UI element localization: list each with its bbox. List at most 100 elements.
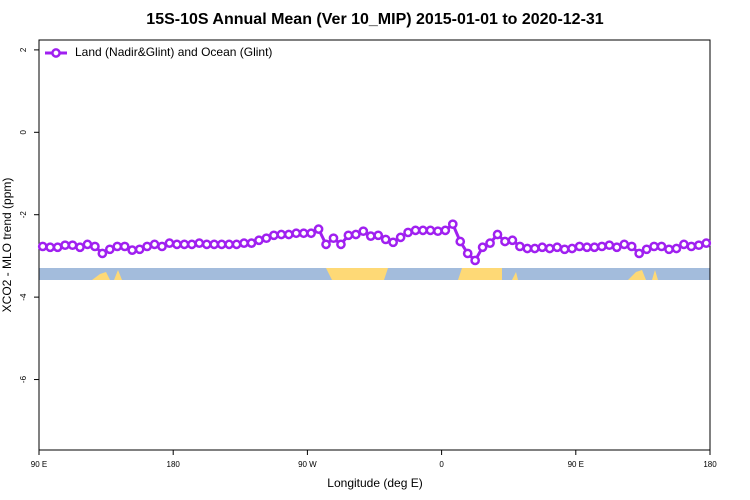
data-point: [559, 244, 570, 255]
data-point: [246, 238, 257, 248]
land-patch: [458, 268, 502, 280]
data-point: [582, 242, 592, 253]
data-point: [380, 234, 391, 245]
data-point: [276, 229, 287, 240]
data-point: [127, 245, 138, 256]
data-point: [410, 225, 421, 236]
data-point: [216, 239, 227, 250]
data-point: [641, 244, 652, 255]
data-point: [313, 224, 324, 234]
y-tick-label: 2: [19, 47, 28, 52]
data-point: [328, 233, 339, 244]
data-point: [179, 239, 190, 250]
data-point: [351, 229, 361, 240]
land-ocean-band: [39, 268, 710, 280]
data-point: [485, 238, 495, 248]
land-patch: [628, 270, 646, 280]
data-point: [515, 241, 525, 252]
data-point: [433, 226, 443, 237]
data-point: [90, 241, 100, 252]
data-point: [142, 241, 152, 252]
data-point: [693, 240, 704, 251]
y-tick-label: 0: [19, 130, 28, 135]
data-point: [574, 241, 585, 252]
data-point: [671, 243, 682, 254]
data-point: [619, 239, 630, 250]
data-point: [67, 240, 78, 251]
x-tick-label: 90 E: [568, 460, 584, 469]
data-point: [679, 239, 689, 250]
data-point: [60, 240, 70, 251]
data-point: [500, 236, 510, 247]
data-point: [686, 241, 697, 252]
data-point: [507, 235, 518, 246]
y-tick-label: -2: [19, 211, 28, 219]
data-point: [462, 248, 473, 259]
land-patch: [326, 268, 388, 280]
legend-label: Land (Nadir&Glint) and Ocean (Glint): [75, 45, 272, 59]
data-point: [321, 239, 331, 250]
data-point: [567, 243, 577, 254]
data-point: [529, 243, 540, 254]
data-point: [470, 255, 480, 266]
data-point: [701, 238, 712, 248]
data-point: [45, 242, 56, 253]
data-point: [388, 237, 398, 248]
x-tick-label: 90 W: [298, 460, 317, 469]
data-point: [82, 239, 93, 250]
data-point: [186, 239, 197, 250]
chart-title: 15S-10S Annual Mean (Ver 10_MIP) 2015-01…: [146, 11, 604, 28]
data-point: [254, 235, 264, 246]
data-point: [172, 239, 182, 250]
y-axis-label: XCO2 - MLO trend (ppm): [0, 178, 14, 313]
data-point: [343, 230, 354, 241]
data-point: [37, 241, 48, 252]
x-tick-label: 90 E: [31, 460, 47, 469]
data-point: [298, 228, 309, 239]
land-patch: [512, 272, 518, 280]
data-point: [425, 225, 436, 236]
data-point: [157, 241, 167, 252]
x-axis-label: Longitude (deg E): [327, 476, 422, 490]
data-point: [649, 241, 659, 252]
x-tick-label: 180: [167, 460, 181, 469]
data-point: [134, 244, 145, 255]
data-point: [611, 242, 622, 253]
data-point: [552, 242, 563, 253]
data-point: [656, 241, 667, 252]
data-point: [231, 239, 242, 250]
data-point: [306, 228, 316, 239]
data-point: [522, 243, 533, 254]
data-point: [283, 229, 294, 240]
x-tick-label: 180: [703, 460, 717, 469]
legend-marker: [51, 48, 61, 58]
land-patch: [92, 272, 110, 280]
data-point: [291, 228, 302, 239]
data-point: [477, 242, 488, 253]
data-point: [269, 230, 279, 241]
data-point: [395, 232, 406, 243]
data-point: [418, 225, 428, 236]
data-point: [597, 241, 607, 252]
data-point: [664, 244, 674, 255]
data-point: [209, 239, 220, 250]
data-point: [604, 240, 615, 251]
data-point: [336, 239, 346, 250]
data-point: [626, 241, 637, 252]
x-tick-label: 0: [439, 460, 444, 469]
land-patch: [652, 270, 658, 280]
data-point: [544, 243, 555, 254]
data-point: [104, 244, 115, 255]
data-point: [447, 219, 458, 230]
data-point: [403, 227, 413, 238]
land-patch: [114, 270, 122, 280]
data-point: [358, 226, 369, 237]
data-point: [373, 230, 384, 241]
data-point: [634, 248, 645, 259]
y-tick-label: -6: [19, 375, 28, 383]
data-point: [52, 242, 63, 253]
data-point: [112, 241, 123, 252]
data-point: [239, 238, 249, 248]
